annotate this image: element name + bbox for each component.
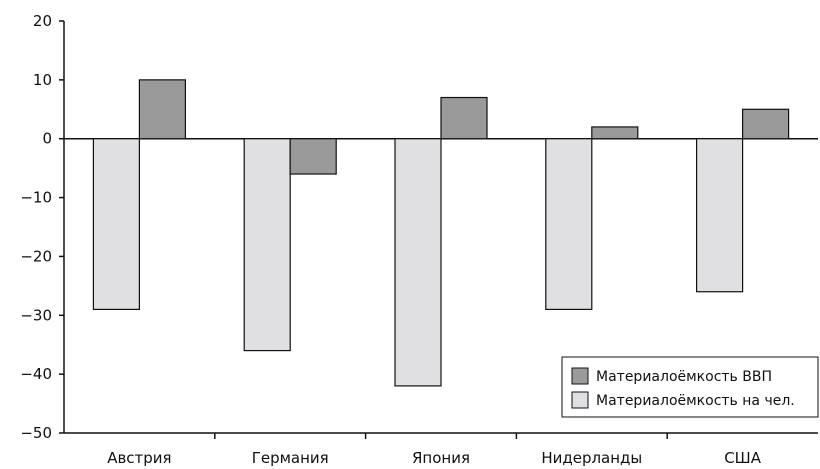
legend-box bbox=[561, 356, 819, 418]
y-tick-label: −50 bbox=[20, 424, 52, 442]
x-axis-ticks: Австрия Германия Япония Нидерланды США bbox=[107, 433, 762, 467]
y-axis-ticks: 20 10 0 −10 −20 −30 −40 −50 bbox=[20, 12, 64, 442]
y-tick-label: −20 bbox=[20, 247, 52, 265]
x-tick-label: Нидерланды bbox=[541, 449, 642, 467]
y-tick-label: −30 bbox=[20, 306, 52, 324]
legend-label: Материалоёмкость ВВП bbox=[596, 369, 772, 385]
y-tick-label: −10 bbox=[20, 189, 52, 207]
x-tick-label: США bbox=[724, 449, 762, 467]
y-tick-label: −40 bbox=[20, 365, 52, 383]
bar-series-1-4 bbox=[741, 108, 790, 140]
x-tick-label: Австрия bbox=[107, 449, 171, 467]
legend-swatch bbox=[571, 367, 589, 385]
y-tick-label: 10 bbox=[33, 71, 52, 89]
x-tick-label: Япония bbox=[412, 449, 470, 467]
bar-series-0-1 bbox=[243, 138, 291, 352]
bar-series-0-2 bbox=[394, 138, 442, 387]
legend-swatch bbox=[571, 391, 589, 409]
y-tick-label: 20 bbox=[33, 12, 52, 30]
x-tick-label: Германия bbox=[252, 449, 329, 467]
bar-series-1-2 bbox=[440, 96, 488, 140]
bar-series-1-0 bbox=[138, 79, 186, 140]
bar-series-1-1 bbox=[289, 138, 337, 175]
legend-label: Материалоёмкость на чел. bbox=[596, 393, 795, 409]
bar-series-0-4 bbox=[695, 138, 744, 293]
bar-series-0-0 bbox=[92, 138, 141, 310]
bars bbox=[92, 79, 790, 387]
bar-series-1-3 bbox=[591, 126, 639, 140]
legend: Материалоёмкость ВВП Материалоёмкость на … bbox=[561, 356, 819, 418]
y-tick-label: 0 bbox=[42, 130, 52, 148]
bar-series-0-3 bbox=[545, 138, 593, 310]
